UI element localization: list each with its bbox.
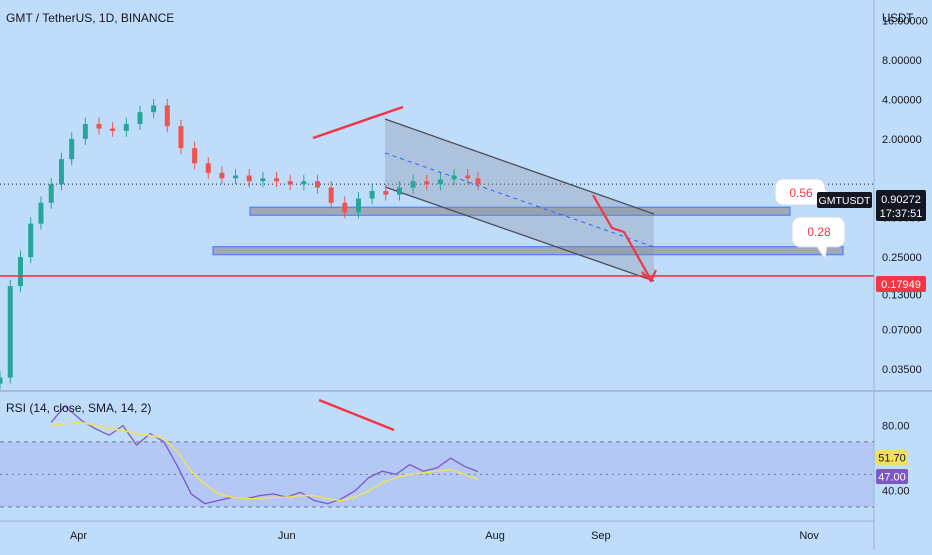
time-tick[interactable]: Nov xyxy=(799,530,819,542)
candle-body xyxy=(69,138,75,160)
ticker-tag: GMTUSDT xyxy=(817,192,872,208)
price-candles xyxy=(0,99,481,390)
channel-upper-line xyxy=(384,118,655,215)
candle-body xyxy=(315,181,321,188)
support-zones xyxy=(212,206,844,256)
top-divergence-line xyxy=(312,105,404,140)
zone-lower xyxy=(212,246,844,256)
candle-body xyxy=(396,187,402,195)
rsi-divergence-line xyxy=(318,398,395,432)
candle-body xyxy=(328,187,334,203)
rsi-tick[interactable]: 80.00 xyxy=(882,421,910,433)
time-tick[interactable]: Sep xyxy=(591,530,611,542)
candle-body xyxy=(451,175,457,180)
rsi-sma-value: 47.00 xyxy=(878,472,906,484)
candle-body xyxy=(0,377,3,384)
ticker-tag-label: GMTUSDT xyxy=(819,195,871,207)
rsi-line xyxy=(50,405,479,505)
candle-body xyxy=(342,202,348,213)
rsi-value: 51.70 xyxy=(878,453,906,465)
price-tick[interactable]: 16.00000 xyxy=(882,16,928,28)
candle-body xyxy=(192,148,198,164)
projection-arrowhead xyxy=(641,269,658,283)
callout-lower-label: 0.28 xyxy=(807,225,831,239)
candle-body xyxy=(437,179,443,185)
rsi-value-badge: 51.70 xyxy=(876,450,908,465)
candle-body xyxy=(465,175,471,179)
candle-body xyxy=(48,184,54,203)
price-tick[interactable]: 0.03500 xyxy=(882,364,922,376)
time-tick[interactable]: Apr xyxy=(70,530,87,542)
candle-body xyxy=(301,181,307,185)
price-tick[interactable]: 0.07000 xyxy=(882,324,922,336)
trend-drawings xyxy=(312,105,658,283)
channel-lower-line xyxy=(384,186,655,282)
candle-body xyxy=(475,178,481,185)
candle-body xyxy=(110,128,116,131)
price-tick[interactable]: 2.00000 xyxy=(882,134,922,146)
candle-body xyxy=(246,175,252,182)
candle-body xyxy=(151,105,157,113)
descending-channel xyxy=(384,118,655,282)
rsi-title[interactable]: RSI (14, close, SMA, 14, 2) xyxy=(6,401,151,415)
candle-body xyxy=(123,123,129,131)
candle-body xyxy=(233,175,239,179)
countdown-value: 17:37:51 xyxy=(880,208,923,220)
candle-body xyxy=(82,123,88,139)
main-plot-area[interactable] xyxy=(0,0,874,391)
channel-fill xyxy=(385,119,654,281)
candle-body xyxy=(96,123,102,129)
candle-body xyxy=(205,163,211,173)
candle-body xyxy=(274,178,280,182)
candle-body xyxy=(7,286,13,378)
rsi-sma-line xyxy=(51,421,479,502)
candle-body xyxy=(383,190,389,195)
price-tick[interactable]: 0.25000 xyxy=(882,252,922,264)
price-tick[interactable]: 0.13000 xyxy=(882,289,922,301)
rsi-sma-badge: 47.00 xyxy=(876,469,908,484)
symbol-title[interactable]: GMT / TetherUS, 1D, BINANCE xyxy=(6,11,174,25)
support-price-badge: 0.17949 xyxy=(876,276,926,292)
zone-upper xyxy=(249,206,791,216)
projection-arrow xyxy=(592,194,652,281)
time-tick[interactable]: Aug xyxy=(485,530,505,542)
price-tick[interactable]: 8.00000 xyxy=(882,55,922,67)
candle-body xyxy=(137,112,143,124)
price-axis-currency[interactable]: USDT xyxy=(882,13,913,25)
candle-body xyxy=(17,257,23,287)
candle-body xyxy=(355,198,361,213)
current-price-value: 0.90272 xyxy=(881,194,921,206)
candle-body xyxy=(219,172,225,179)
callout-upper-label: 0.56 xyxy=(789,186,813,200)
candle-body xyxy=(287,181,293,185)
candle-body xyxy=(28,223,34,258)
candle-body xyxy=(369,190,375,199)
rsi-pane[interactable]: RSI (14, close, SMA, 14, 2) xyxy=(0,398,874,508)
candle-body xyxy=(178,126,184,149)
candle-body xyxy=(424,181,430,185)
candle-body xyxy=(164,105,170,127)
rsi-axis-ticks[interactable]: 80.00 40.00 xyxy=(882,421,910,498)
current-price-badge: 0.90272 17:37:51 xyxy=(876,190,926,221)
time-tick[interactable]: Jun xyxy=(278,530,296,542)
rsi-band-fill xyxy=(0,441,874,507)
support-price-value: 0.17949 xyxy=(881,279,921,291)
time-axis-ticks[interactable]: Apr Jun Aug Sep Nov xyxy=(70,530,819,542)
candle-body xyxy=(58,159,64,185)
rsi-tick[interactable]: 40.00 xyxy=(882,486,910,498)
candle-body xyxy=(260,178,266,182)
callout-lower[interactable]: 0.28 xyxy=(791,216,846,261)
candle-body xyxy=(38,202,44,224)
price-tick[interactable]: 4.00000 xyxy=(882,94,922,106)
candle-body xyxy=(410,181,416,188)
